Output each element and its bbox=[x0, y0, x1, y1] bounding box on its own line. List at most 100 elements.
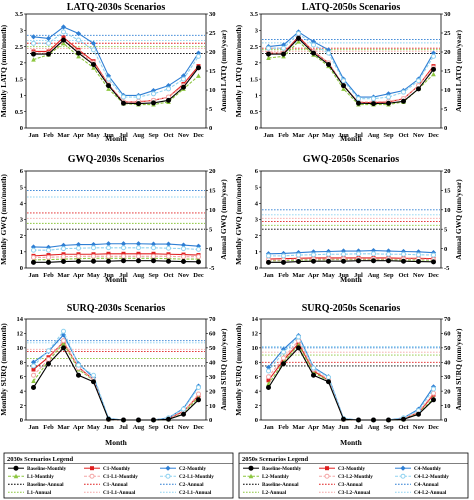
series-line-l1-monthly bbox=[33, 42, 199, 106]
data-point-l2-monthly bbox=[431, 71, 436, 77]
x-tick-label: Jan bbox=[263, 424, 274, 431]
y2-tick-label: 20 bbox=[444, 49, 451, 56]
data-point-c2-l1-monthly bbox=[136, 245, 141, 251]
y-tick-label: 12 bbox=[252, 331, 259, 338]
y2-tick-label: 70 bbox=[444, 316, 451, 323]
data-point-baseline-monthly bbox=[151, 258, 156, 264]
data-point-l1-monthly bbox=[31, 57, 36, 62]
data-point-baseline-monthly bbox=[151, 417, 156, 423]
data-point-baseline-monthly bbox=[46, 259, 51, 265]
y2-axis-label: Annual LATQ (mm/year) bbox=[219, 30, 228, 112]
x-tick-label: Dec bbox=[193, 272, 204, 279]
x-tick-label: Mar bbox=[292, 272, 304, 279]
data-point-c2-l1-monthly bbox=[76, 37, 81, 43]
y-tick-label: 14 bbox=[17, 316, 24, 323]
y2-tick-label: 50 bbox=[444, 345, 451, 352]
data-point-baseline-monthly bbox=[106, 258, 111, 264]
data-point-baseline-monthly bbox=[196, 259, 201, 265]
y-axis-label: Monthly GWQ (mm/month) bbox=[234, 174, 243, 265]
data-point-c4-l2-monthly bbox=[341, 78, 346, 84]
x-tick-label: Nov bbox=[178, 272, 190, 279]
y2-tick-label: 10 bbox=[444, 403, 451, 410]
legend-title: 2050s Scenarios Legend bbox=[242, 456, 308, 463]
legend-marker-l2-monthly bbox=[248, 473, 254, 479]
data-point-baseline-monthly bbox=[266, 259, 271, 265]
series-line-c2-monthly bbox=[33, 26, 199, 96]
data-point-c4-l2-monthly bbox=[311, 365, 316, 371]
x-tick-label: Aug bbox=[133, 272, 145, 279]
legend-marker-c3-monthly bbox=[325, 466, 329, 471]
y2-tick-label: 10 bbox=[209, 403, 216, 410]
x-tick-label: Aug bbox=[133, 132, 145, 139]
data-point-c2-monthly bbox=[165, 241, 172, 247]
x-tick-label: Jan bbox=[28, 132, 39, 139]
data-point-c2-l1-monthly bbox=[76, 362, 81, 368]
data-point-baseline-monthly bbox=[61, 259, 66, 265]
x-tick-label: Mar bbox=[292, 424, 304, 431]
legend-entry-baseline-annual: Baseline-Annual bbox=[8, 482, 64, 488]
data-point-c2-monthly bbox=[105, 73, 112, 79]
data-point-baseline-monthly bbox=[166, 416, 171, 422]
data-point-baseline-monthly bbox=[371, 417, 376, 423]
series-line-c4-monthly bbox=[268, 31, 434, 98]
chart-title: SURQ-2050s Scenarios bbox=[302, 303, 401, 314]
x-tick-label: Jun bbox=[103, 272, 114, 279]
y-tick-label: 8 bbox=[20, 359, 24, 366]
x-tick-label: Feb bbox=[43, 424, 54, 431]
data-point-c2-l1-monthly bbox=[166, 245, 171, 251]
data-point-c1-monthly bbox=[31, 367, 36, 372]
y2-tick-label: 20 bbox=[209, 388, 216, 395]
series-line-baseline-monthly bbox=[33, 260, 199, 263]
legend-label: L1-Monthly bbox=[27, 474, 54, 480]
y2-axis-label: Annual GWQ (mm/year) bbox=[219, 179, 228, 260]
data-point-c1-l1-monthly bbox=[181, 254, 186, 260]
data-point-c2-l1-monthly bbox=[46, 348, 51, 354]
data-point-baseline-monthly bbox=[76, 258, 81, 264]
data-point-c4-l2-monthly bbox=[371, 251, 376, 257]
data-point-baseline-monthly bbox=[431, 397, 436, 403]
x-tick-label: Jul bbox=[119, 132, 128, 139]
legend-entry-c2-l1-monthly: C2-L1-Monthly bbox=[160, 473, 214, 480]
data-point-c2-l1-monthly bbox=[166, 86, 171, 92]
y2-tick-label: 5 bbox=[209, 106, 213, 113]
data-point-c2-monthly bbox=[90, 40, 97, 46]
data-point-baseline-monthly bbox=[196, 397, 201, 403]
y-tick-label: 2 bbox=[255, 60, 258, 67]
legend-entry-baseline-monthly: Baseline-Monthly bbox=[243, 465, 302, 472]
data-point-c4-l2-monthly bbox=[431, 386, 436, 392]
legend-2030s-scenarios-legend: 2030s Scenarios Legend Baseline-Monthly C1… bbox=[3, 452, 234, 499]
data-point-baseline-monthly bbox=[326, 258, 331, 264]
data-point-c2-l1-monthly bbox=[91, 245, 96, 251]
x-tick-label: Jul bbox=[354, 132, 363, 139]
legend-label: L2-Annual bbox=[262, 490, 287, 496]
y2-tick-label: 0 bbox=[209, 125, 212, 132]
data-point-baseline-monthly bbox=[296, 35, 301, 41]
legend-label: Baseline-Monthly bbox=[27, 466, 67, 472]
chart-panel-latq-2030s-scenarios: LATQ-2030s Scenarios 0 0.5 1 1.5 2 2.5 3 3.5 0 5 10… bbox=[0, 2, 228, 143]
data-point-c1-l1-monthly bbox=[106, 253, 111, 259]
data-point-baseline-monthly bbox=[106, 83, 111, 89]
data-point-baseline-monthly bbox=[266, 385, 271, 391]
data-point-baseline-monthly bbox=[386, 417, 391, 423]
data-point-c2-monthly bbox=[60, 24, 67, 30]
y-tick-label: 3 bbox=[255, 217, 259, 224]
x-tick-label: Jan bbox=[263, 272, 274, 279]
data-point-c1-l1-monthly bbox=[121, 253, 126, 259]
data-point-c3-monthly bbox=[266, 378, 271, 383]
legend-label: L1-Annual bbox=[27, 490, 52, 496]
y2-tick-label: 15 bbox=[444, 68, 451, 75]
data-point-baseline-monthly bbox=[76, 50, 81, 56]
x-tick-label: May bbox=[322, 424, 335, 431]
x-tick-label: Mar bbox=[292, 132, 304, 139]
data-point-l2-monthly bbox=[296, 39, 301, 44]
x-tick-label: Oct bbox=[163, 424, 174, 431]
x-tick-label: May bbox=[322, 272, 335, 279]
legend-label: C2-Annual bbox=[179, 482, 204, 488]
y-axis-label: Monthly LATQ (mm/month) bbox=[234, 24, 243, 117]
legend-label: L2-Monthly bbox=[262, 474, 289, 480]
data-point-c4-l2-monthly bbox=[266, 45, 271, 51]
x-tick-label: Jun bbox=[338, 272, 349, 279]
data-point-l1-monthly bbox=[61, 341, 66, 346]
chart-title: GWQ-2050s Scenarios bbox=[303, 154, 399, 165]
series-c4-l2-monthly bbox=[266, 251, 436, 259]
